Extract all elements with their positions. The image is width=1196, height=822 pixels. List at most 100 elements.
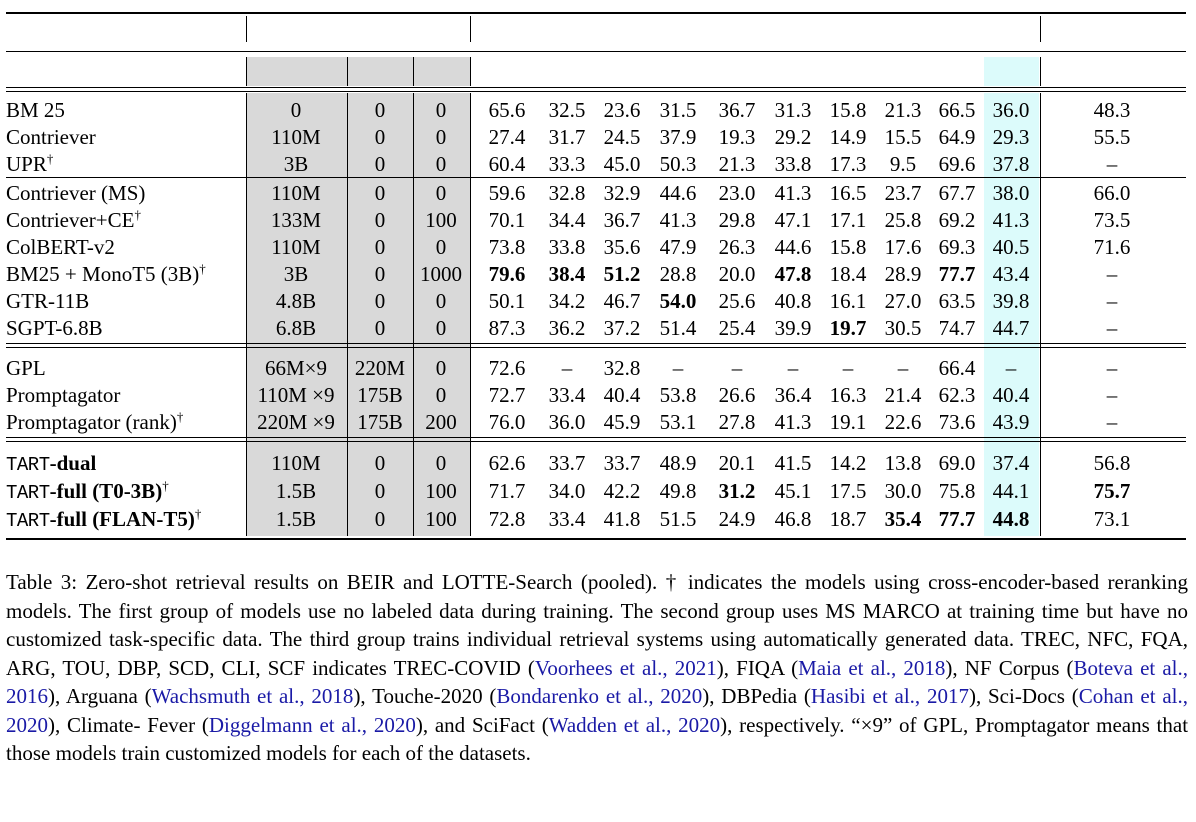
score-fqa: 37.2 [603,316,641,340]
citation-wadden[interactable]: Wadden et al., 2020 [548,712,721,737]
gen-size: 0 [374,235,386,259]
gen-size: 0 [374,479,386,503]
score-scd: 14.2 [829,451,867,475]
model-name-text: SGPT-6.8B [6,316,103,340]
model-name: TART-dual [6,450,96,478]
rerank-k: 0 [435,98,447,122]
score-scf: 69.0 [938,451,976,475]
score-nfc: 38.4 [548,262,586,286]
score-tou: 29.8 [718,208,756,232]
citation-voorhees[interactable]: Voorhees et al., 2021 [534,655,717,680]
column-divider [347,57,348,86]
gen-size: 0 [374,152,386,176]
rerank-k: 100 [425,208,457,232]
score-scd: 17.5 [829,479,867,503]
score-dbp: 47.8 [774,262,812,286]
gen-size: 0 [374,98,386,122]
score-lotte: 66.0 [1093,181,1131,205]
model-name: Promptagator (rank)† [6,409,183,435]
citation-maia[interactable]: Maia et al., 2018 [798,655,946,680]
score-scd: 14.9 [829,125,867,149]
score-lotte: – [1106,356,1118,380]
dagger-mark: † [194,506,202,521]
score-nfc: 36.0 [548,410,586,434]
score-fqa: 51.2 [603,262,641,286]
ret-size: 3B [283,262,309,286]
score-dbp: 41.3 [774,410,812,434]
score-arg: 49.8 [659,479,697,503]
score-cli: 27.0 [884,289,922,313]
score-fqa: 32.9 [603,181,641,205]
score-tou: 24.9 [718,507,756,531]
score-scf: 74.7 [938,316,976,340]
header-rule [6,87,1186,88]
score-avg: 43.9 [992,410,1030,434]
score-scd: 19.7 [829,316,867,340]
citation-cohan[interactable]: Cohan et al., 2020 [6,684,1189,737]
score-tou: 21.3 [718,152,756,176]
score-scf: 77.7 [938,262,976,286]
score-tou: 20.0 [718,262,756,286]
model-name-text: Contriever [6,125,96,149]
dagger-mark: † [134,207,141,222]
score-scd: – [842,356,854,380]
ret-size: 133M [270,208,322,232]
header-rule [6,51,1186,52]
score-tou: 36.7 [718,98,756,122]
ret-size: 1.5B [275,479,317,503]
dagger-mark: † [46,151,54,166]
rerank-k: 0 [435,316,447,340]
score-tou: 26.6 [718,383,756,407]
score-scd: 15.8 [829,235,867,259]
score-avg: 40.4 [992,383,1030,407]
gen-size: 0 [374,208,386,232]
citation-bondarenko[interactable]: Bondarenko et al., 2020 [496,684,703,708]
score-nfc: 33.8 [548,235,586,259]
score-fqa: 45.0 [603,152,641,176]
score-trec: 62.6 [488,451,526,475]
header-rule [6,91,1186,92]
score-nfc: 36.2 [548,316,586,340]
score-fqa: 45.9 [603,410,641,434]
rerank-k: 0 [435,152,447,176]
score-scf: 73.6 [938,410,976,434]
model-name: BM 25 [6,97,65,123]
score-trec: 71.7 [488,479,526,503]
citation-hasibi[interactable]: Hasibi et al., 2017 [810,684,969,708]
score-avg: 43.4 [992,262,1030,286]
score-arg: 53.1 [659,410,697,434]
model-name: TART-full (FLAN-T5)† [6,506,201,534]
tart-wordmark: TART [6,482,50,504]
model-name-text: Promptagator (rank) [6,410,177,434]
column-divider [470,93,471,536]
score-avg: 44.7 [992,316,1030,340]
score-trec: 59.6 [488,181,526,205]
score-dbp: 39.9 [774,316,812,340]
table-caption: Table 3: Zero-shot retrieval results on … [6,570,1189,765]
score-avg: 44.8 [992,507,1030,531]
score-dbp: – [787,356,799,380]
group-separator [6,347,1186,348]
gen-size: 0 [374,451,386,475]
top-rule [6,12,1186,14]
model-name: SGPT-6.8B [6,315,103,341]
score-arg: 41.3 [659,208,697,232]
score-cli: 28.9 [884,262,922,286]
score-scf: 69.2 [938,208,976,232]
score-nfc: 33.4 [548,507,586,531]
rerank-k: 100 [425,507,457,531]
score-cli: 22.6 [884,410,922,434]
score-tou: 23.0 [718,181,756,205]
model-name: GPL [6,355,46,381]
citation-wachsmuth[interactable]: Wachsmuth et al., 2018 [151,684,354,708]
citation-boteva[interactable]: Boteva et al., 2016 [6,655,1188,709]
citation-diggelmann[interactable]: Diggelmann et al., 2020 [208,712,416,737]
model-name: ColBERT-v2 [6,234,115,260]
score-scf: 69.3 [938,235,976,259]
score-arg: 48.9 [659,451,697,475]
score-dbp: 44.6 [774,235,812,259]
tart-wordmark: TART [6,510,50,532]
score-avg: 40.5 [992,235,1030,259]
score-dbp: 29.2 [774,125,812,149]
avg-column-shading [984,93,1039,536]
